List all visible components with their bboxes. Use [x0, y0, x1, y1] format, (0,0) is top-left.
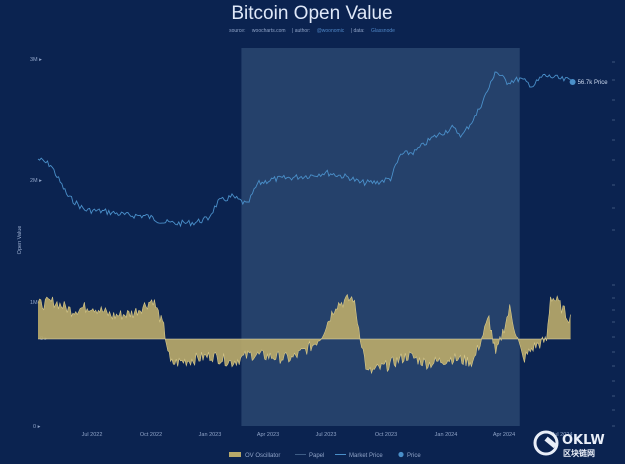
right-axis-ticks [612, 61, 615, 427]
subtitle-data-source[interactable]: Glassnode [371, 28, 395, 34]
market-price-line [37, 71, 571, 228]
legend-swatch-oscillator [229, 452, 241, 457]
subtitle-data-prefix: | data: [351, 28, 365, 34]
legend-label: Papel [309, 453, 324, 459]
chart-title: Bitcoin Open Value [231, 3, 392, 24]
legend-item-market-price[interactable]: Market Price [335, 453, 383, 459]
oscillator-line [37, 293, 571, 375]
y-tick-label: 1M ▸ [30, 300, 42, 306]
y-tick-label: 3M ▸ [30, 57, 42, 63]
highlight-region [241, 48, 520, 426]
legend-item-price[interactable]: Price [398, 451, 421, 459]
y-axis-label: Open Value [17, 226, 23, 255]
x-axis-ticks: Jul 2022 Oct 2022 Jan 2023 Apr 2023 Jul … [82, 432, 573, 438]
watermark-key-icon [544, 436, 557, 449]
legend-swatch-price [398, 451, 404, 458]
subtitle-source[interactable]: woocharts.com [252, 28, 286, 34]
watermark-logo: OKLW 区块链网 [533, 430, 605, 458]
legend: OV Oscillator Papel Market Price Price [229, 451, 421, 459]
legend-label: Price [407, 453, 421, 459]
current-price-marker [569, 79, 576, 86]
watermark-text: OKLW [562, 433, 605, 448]
subtitle-source-prefix: source: [229, 28, 245, 34]
watermark-subtext: 区块链网 [563, 448, 595, 458]
subtitle-author[interactable]: @woonomic [317, 28, 345, 34]
x-tick-label: Oct 2023 [375, 432, 397, 438]
watermark-ring-icon [533, 430, 559, 456]
x-tick-label: Apr 2023 [257, 432, 279, 438]
x-tick-label: Jan 2023 [199, 432, 222, 438]
y-tick-label: 0 ▸ [33, 424, 41, 430]
x-tick-label: Jan 2024 [435, 432, 458, 438]
current-price-label: 56.7k Price [578, 80, 609, 86]
x-tick-label: Jul 2022 [82, 432, 103, 438]
legend-label: Market Price [349, 453, 383, 459]
x-tick-label: Jul 2024 [552, 432, 573, 438]
y-tick-label: 2M ▸ [30, 178, 42, 184]
chart-subtitle: source: woocharts.com | author: @woonomi… [229, 19, 395, 36]
x-tick-label: Apr 2024 [493, 432, 515, 438]
legend-item-papel[interactable]: Papel [295, 453, 324, 459]
x-tick-label: Oct 2022 [140, 432, 162, 438]
oscillator-area [38, 294, 571, 374]
x-tick-label: Jul 2023 [316, 432, 337, 438]
legend-label: OV Oscillator [245, 453, 280, 459]
subtitle-author-prefix: | author: [292, 28, 310, 34]
legend-item-ov-oscillator[interactable]: OV Oscillator [229, 452, 280, 459]
